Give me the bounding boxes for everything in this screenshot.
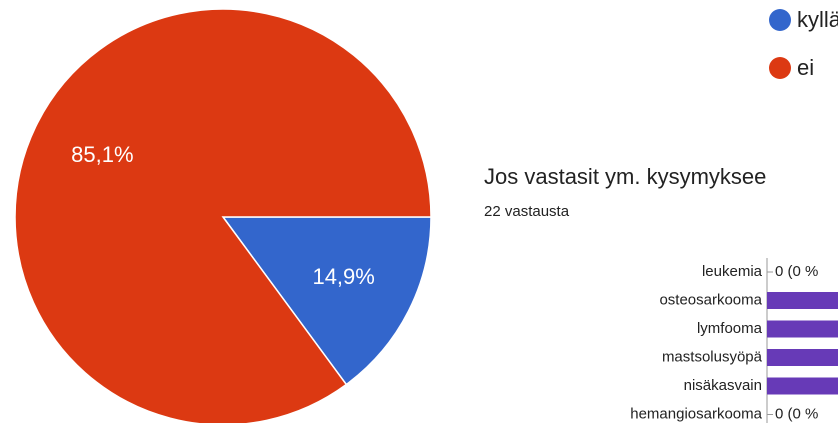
category-label: hemangiosarkooma: [630, 405, 762, 422]
category-label: mastsolusyöpä: [662, 348, 763, 365]
bar: [767, 377, 838, 395]
category-label: leukemia: [702, 263, 763, 280]
bar: [767, 320, 838, 338]
bar: [767, 292, 838, 309]
bar: [767, 349, 838, 366]
legend-label: ei: [797, 55, 814, 80]
value-label: 0 (0 %: [775, 263, 818, 280]
chart-title: Jos vastasit ym. kysymyksee: [484, 164, 766, 189]
value-label: 0 (0 %: [775, 405, 818, 422]
category-label: lymfooma: [697, 320, 763, 337]
legend-swatch: [769, 57, 791, 79]
pie-slice: [221, 216, 432, 386]
legend-swatch: [769, 9, 791, 31]
pie-slice: [14, 8, 432, 423]
chart-subtitle: 22 vastausta: [484, 203, 570, 220]
slice-label: 14,9%: [312, 264, 374, 289]
category-label: osteosarkooma: [659, 291, 762, 308]
category-label: nisäkasvain: [684, 377, 762, 394]
legend-label: kyllä: [797, 7, 838, 32]
slice-label: 85,1%: [71, 142, 133, 167]
